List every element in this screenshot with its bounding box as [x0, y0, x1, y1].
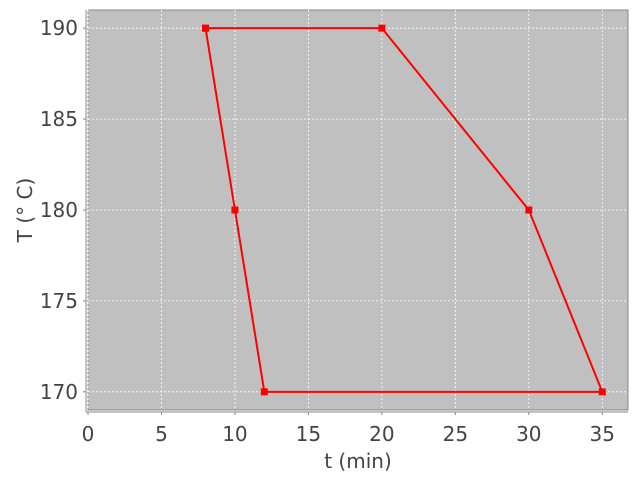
data-point-marker — [260, 388, 268, 396]
data-point-marker — [231, 206, 239, 214]
y-tick-label: 170 — [40, 380, 78, 404]
x-tick-label: 5 — [155, 422, 168, 446]
data-point-marker — [378, 24, 386, 32]
x-tick-label: 15 — [296, 422, 321, 446]
x-tick-label: 25 — [443, 422, 468, 446]
x-tick-label: 30 — [516, 422, 541, 446]
x-tick-label: 0 — [82, 422, 95, 446]
x-tick-label: 10 — [222, 422, 247, 446]
y-tick-label: 190 — [40, 16, 78, 40]
x-tick-label: 20 — [369, 422, 394, 446]
y-tick-label: 175 — [40, 289, 78, 313]
x-tick-label: 35 — [590, 422, 615, 446]
y-tick-label: 180 — [40, 198, 78, 222]
data-point-marker — [525, 206, 533, 214]
data-point-marker — [202, 24, 210, 32]
series — [202, 24, 606, 396]
x-axis-label: t (min) — [324, 449, 392, 473]
y-axis-label: T (° C) — [13, 178, 37, 244]
y-tick-label: 185 — [40, 107, 78, 131]
data-point-marker — [598, 388, 606, 396]
axes: 0 5 10 15 20 25 30 35 170 175 180 185 190 — [40, 10, 628, 446]
